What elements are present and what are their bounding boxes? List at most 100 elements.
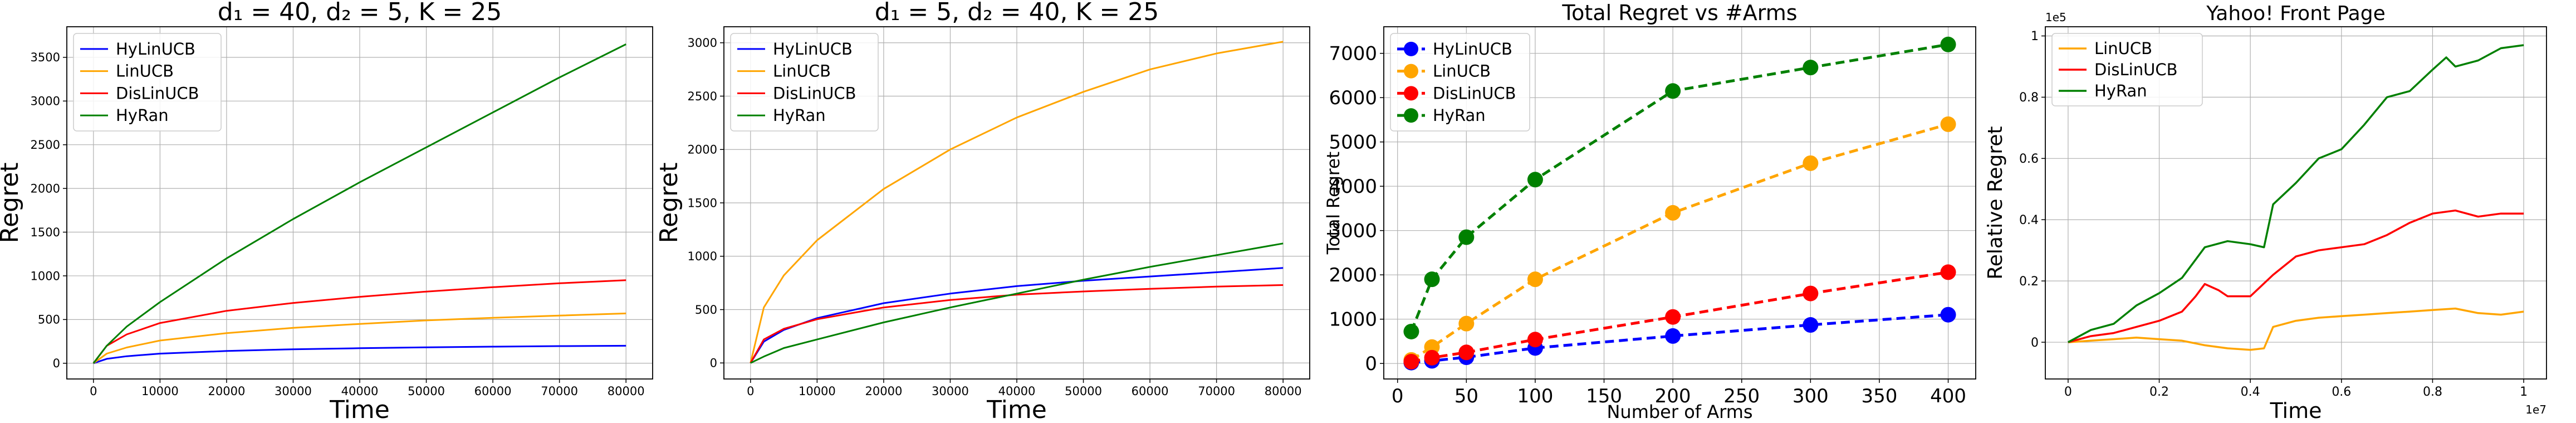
legend-box bbox=[1390, 33, 1530, 132]
plot-frame bbox=[723, 26, 1310, 380]
x-tick-label: 50000 bbox=[408, 385, 445, 398]
y-tick-label: 0 bbox=[53, 357, 60, 370]
series-line-hyran bbox=[92, 43, 626, 364]
y-tick-label: 1000 bbox=[1329, 309, 1377, 331]
data-point-dislinucb bbox=[1940, 264, 1956, 280]
x-tick-label: 350 bbox=[1862, 385, 1898, 407]
data-point-hyran bbox=[1403, 323, 1419, 339]
plot-frame bbox=[1383, 26, 1976, 380]
legend-label: HyRan bbox=[1433, 106, 1486, 125]
y-tick-label: 3000 bbox=[688, 36, 717, 50]
legend-marker bbox=[1404, 41, 1418, 56]
data-point-hyran bbox=[1940, 36, 1956, 52]
series-line-dislinucb bbox=[2068, 209, 2524, 343]
series-line-hyran bbox=[2068, 44, 2524, 343]
x-tick-label: 0.8 bbox=[2423, 385, 2442, 399]
data-point-hyran bbox=[1665, 83, 1681, 99]
series-group bbox=[2068, 44, 2524, 351]
x-axis-title: Time bbox=[2270, 398, 2322, 423]
y-tick-label: 1000 bbox=[31, 269, 60, 283]
x-tick-label: 10000 bbox=[141, 385, 179, 398]
y-tick-label: 1000 bbox=[688, 250, 717, 263]
data-point-linucb bbox=[1458, 315, 1475, 332]
x-tick-label: 30000 bbox=[932, 385, 969, 398]
x-multiplier: 1e7 bbox=[2525, 403, 2546, 416]
grid bbox=[67, 27, 653, 379]
legend-label: HyLinUCB bbox=[116, 40, 195, 59]
data-point-hyran bbox=[1458, 229, 1475, 245]
x-tick-label: 20000 bbox=[208, 385, 246, 398]
legend-label: LinUCB bbox=[2094, 39, 2152, 58]
legend-marker bbox=[1404, 108, 1418, 123]
chart-title: d₁ = 40, d₂ = 5, K = 25 bbox=[218, 0, 502, 26]
plot-frame bbox=[2045, 26, 2547, 380]
legend-label: HyLinUCB bbox=[1433, 40, 1512, 59]
y-tick-label: 1500 bbox=[31, 226, 60, 239]
series-group bbox=[92, 43, 626, 364]
data-point-linucb bbox=[1803, 155, 1819, 171]
x-tick-label: 80000 bbox=[608, 385, 645, 398]
y-multiplier: 1e5 bbox=[2045, 11, 2066, 24]
ticks: 0 50 100 150 200 250 300 350 4000100020003000400… bbox=[1329, 43, 1966, 407]
legend-marker bbox=[1404, 86, 1418, 101]
y-tick-label: 4000 bbox=[1329, 176, 1377, 198]
y-tick-label: 0.4 bbox=[2019, 213, 2039, 227]
data-point-hyran bbox=[1424, 271, 1440, 288]
y-tick-label: 2000 bbox=[31, 182, 60, 195]
x-axis-title: Time bbox=[329, 396, 390, 423]
y-tick-label: 0 bbox=[2031, 336, 2039, 350]
data-point-linucb bbox=[1940, 116, 1956, 132]
series-line-hylinucb bbox=[93, 344, 626, 364]
series-line-dislinucb bbox=[750, 284, 1284, 364]
legend: HyLinUCB LinUCB DisLinUCB HyRan bbox=[73, 33, 222, 132]
y-tick-label: 2500 bbox=[31, 138, 60, 152]
x-tick-label: 20000 bbox=[865, 385, 903, 398]
x-tick-label: 40000 bbox=[998, 385, 1036, 398]
legend-label: DisLinUCB bbox=[116, 84, 199, 103]
legend: LinUCB DisLinUCB HyRan bbox=[2051, 33, 2203, 106]
series-line-hylinucb bbox=[750, 267, 1284, 364]
data-point-hyran bbox=[1803, 60, 1819, 76]
x-tick-label: 60000 bbox=[1132, 385, 1169, 398]
legend-label: HyRan bbox=[2094, 81, 2147, 100]
y-tick-label: 2000 bbox=[1329, 264, 1377, 286]
legend-label: HyRan bbox=[773, 106, 826, 125]
x-tick-label: 0 bbox=[1392, 385, 1404, 407]
data-point-hyran bbox=[1527, 172, 1543, 188]
data-point-linucb bbox=[1527, 271, 1543, 288]
x-tick-label: 70000 bbox=[1198, 385, 1235, 398]
series-line-hyran bbox=[750, 242, 1284, 364]
legend-label: LinUCB bbox=[1433, 62, 1491, 81]
y-tick-label: 1500 bbox=[688, 196, 717, 210]
plot-frame bbox=[66, 26, 653, 380]
x-tick-label: 400 bbox=[1930, 385, 1966, 407]
x-tick-label: 300 bbox=[1793, 385, 1829, 407]
data-point-hylinucb bbox=[1803, 317, 1819, 333]
chart-2: 0 10000 20000 30000 40000 50000 60000 70000 8000… bbox=[655, 0, 1310, 423]
x-tick-label: 250 bbox=[1723, 385, 1760, 407]
x-tick-label: 150 bbox=[1586, 385, 1622, 407]
y-tick-label: 0 bbox=[710, 357, 717, 370]
x-tick-label: 30000 bbox=[275, 385, 312, 398]
legend-box bbox=[2051, 33, 2203, 106]
y-tick-label: 500 bbox=[38, 313, 60, 327]
legend-marker bbox=[1404, 64, 1418, 79]
data-point-dislinucb bbox=[1403, 353, 1419, 369]
y-tick-label: 3500 bbox=[31, 51, 60, 64]
data-point-dislinucb bbox=[1527, 332, 1543, 348]
x-tick-label: 50000 bbox=[1065, 385, 1102, 398]
data-point-dislinucb bbox=[1803, 285, 1819, 302]
y-tick-label: 500 bbox=[695, 303, 717, 317]
x-tick-label: 0 bbox=[747, 385, 754, 398]
series-group bbox=[1403, 36, 1956, 371]
legend-label: DisLinUCB bbox=[1433, 84, 1516, 103]
x-tick-label: 0 bbox=[90, 385, 97, 398]
data-point-dislinucb bbox=[1458, 344, 1475, 361]
y-axis-title: Total Regret bbox=[1324, 152, 1344, 255]
y-tick-label: 5000 bbox=[1329, 132, 1377, 154]
y-tick-label: 0.6 bbox=[2019, 152, 2039, 166]
data-point-dislinucb bbox=[1424, 349, 1440, 366]
y-tick-label: 0 bbox=[1365, 353, 1377, 375]
y-tick-label: 6000 bbox=[1329, 87, 1377, 109]
